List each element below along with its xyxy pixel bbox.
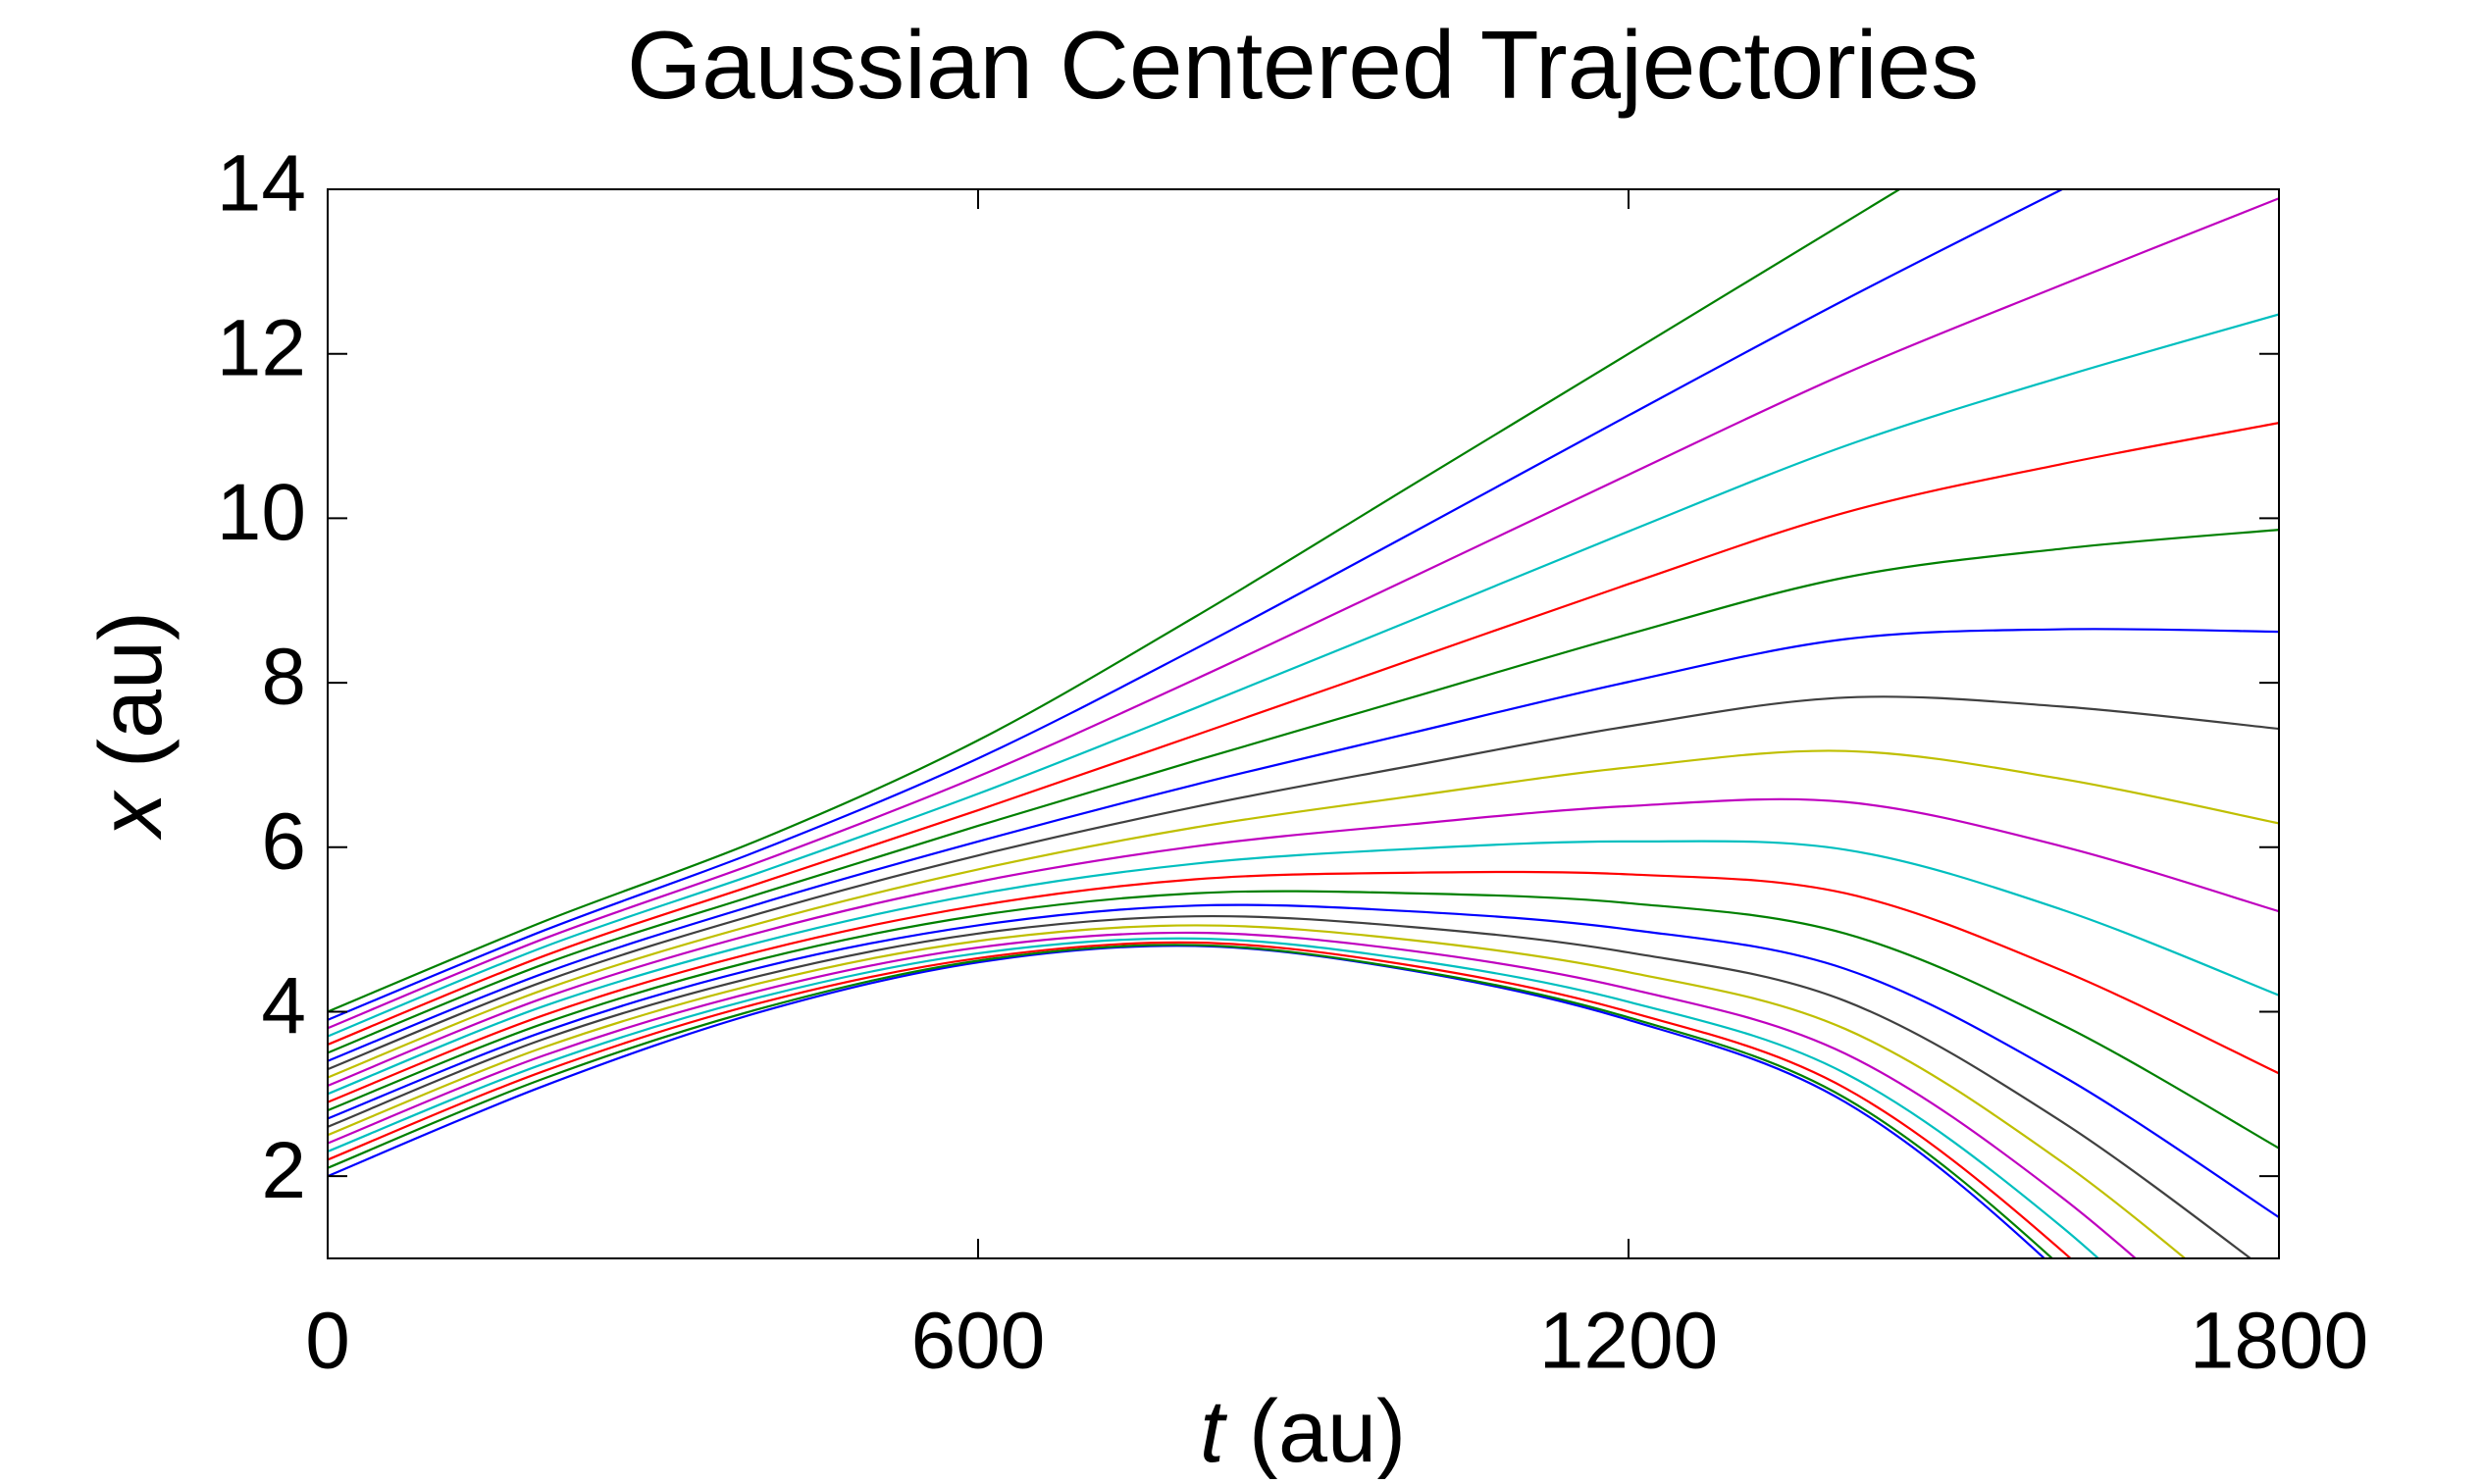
trajectory-line [328,313,2279,1038]
plot-frame [327,188,2280,1259]
trajectory-line [328,941,2073,1258]
trajectory-line [328,944,2054,1258]
x-label-unit: (au) [1249,1383,1406,1479]
y-label-symbol: x [82,790,181,841]
y-label-unit: (au) [82,611,181,768]
x-tick-label: 0 [305,1297,350,1386]
trajectory-line [328,797,2279,1087]
y-tick-label: 14 [217,139,306,229]
trajectory-line [328,749,2279,1079]
trajectory-line [328,870,2279,1103]
x-label-symbol: t [1200,1383,1228,1479]
x-axis-label: t (au) [1200,1383,1406,1479]
y-tick-label: 4 [261,961,306,1050]
trajectory-line [328,903,2279,1219]
x-tick-label: 1200 [1539,1297,1718,1386]
y-tick-label: 8 [261,633,306,722]
y-tick-label: 6 [261,796,306,886]
trajectory-line [328,914,2252,1258]
x-tick-label: 600 [911,1297,1046,1386]
trajectory-line [328,628,2279,1062]
trajectory-line [328,189,1902,1013]
trajectory-line [328,529,2279,1054]
trajectory-line [328,924,2187,1258]
trajectory-line [328,890,2279,1150]
y-tick-label: 12 [217,303,306,392]
trajectory-line [328,937,2100,1258]
trajectory-line [328,422,2279,1047]
trajectory-line [328,695,2279,1071]
x-tick-label: 1800 [2190,1297,2368,1386]
trajectory-line [328,197,2279,1030]
plot-lines [328,189,2279,1258]
trajectory-line [328,931,2138,1258]
y-axis-label: x (au) [82,611,181,841]
trajectory-line [328,840,2279,1096]
y-tick-label: 2 [261,1126,306,1215]
chart-title: Gaussian Centered Trajectories [627,11,1979,119]
y-tick-label: 10 [217,468,306,557]
trajectory-line [328,189,2065,1021]
